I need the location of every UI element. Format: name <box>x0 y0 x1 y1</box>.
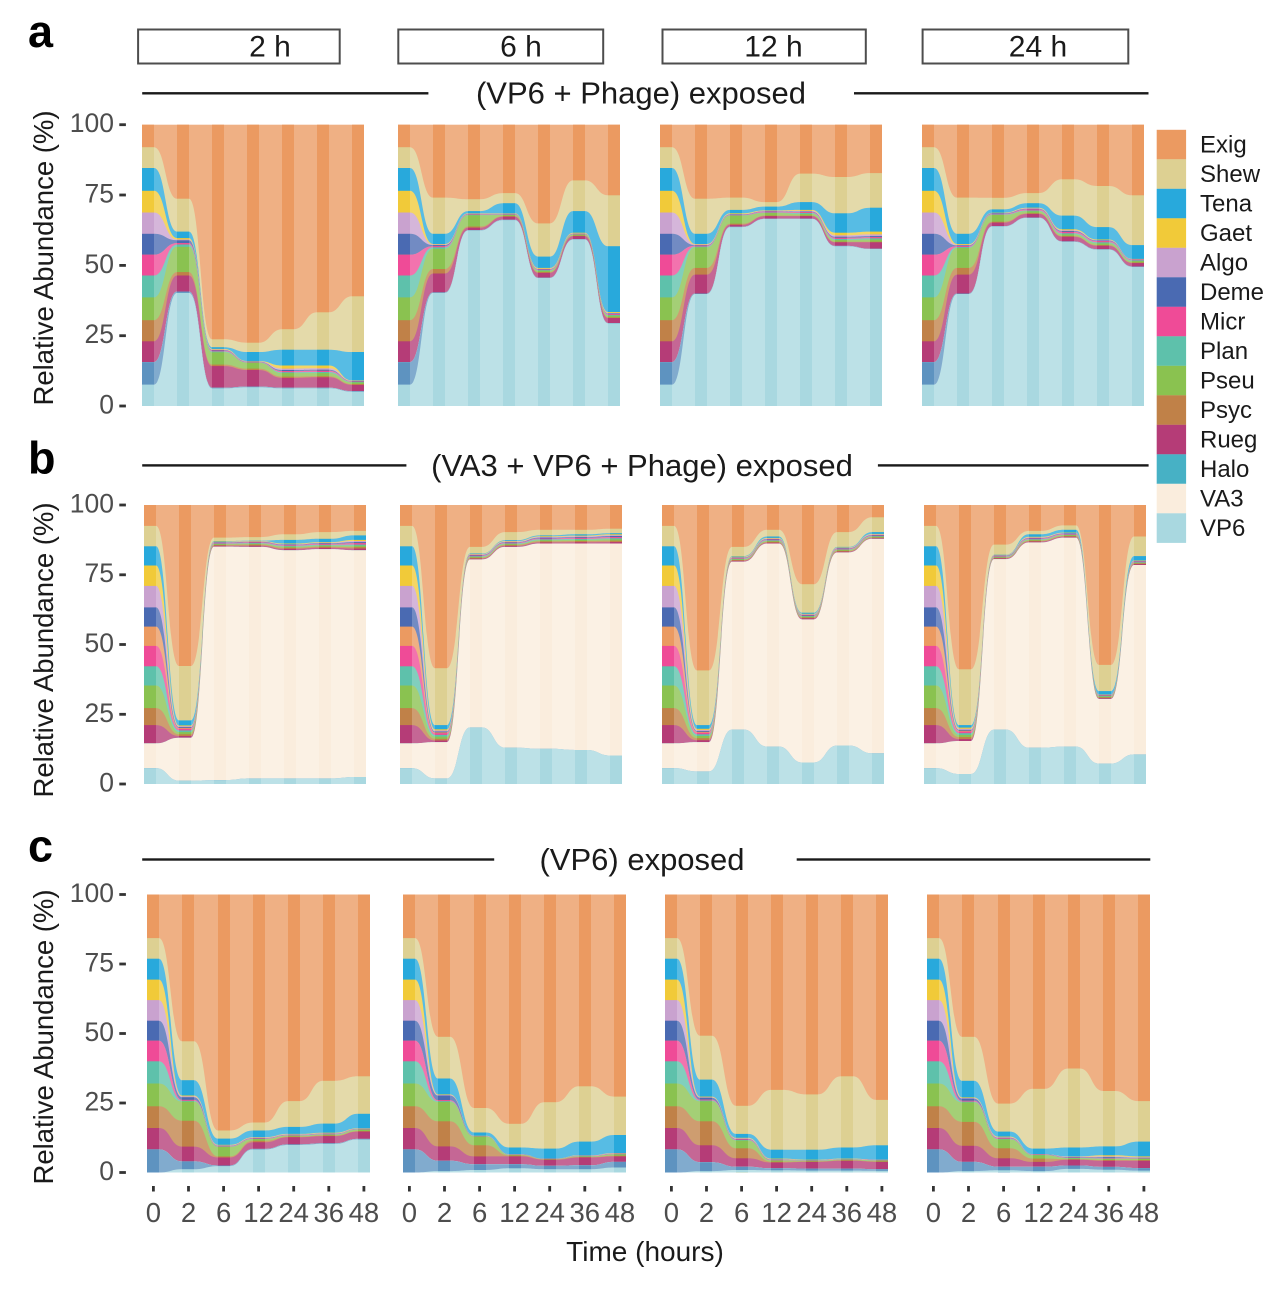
svg-text:Relative Abundance (%): Relative Abundance (%) <box>28 502 59 797</box>
svg-text:Halo: Halo <box>1200 456 1249 483</box>
svg-text:VA3: VA3 <box>1200 486 1244 513</box>
svg-text:2: 2 <box>437 1197 452 1228</box>
svg-text:Gaet: Gaet <box>1200 220 1252 247</box>
svg-text:12: 12 <box>761 1197 792 1228</box>
svg-text:Algo: Algo <box>1200 250 1248 277</box>
svg-text:VP6: VP6 <box>1200 515 1245 542</box>
svg-text:Time (hours): Time (hours) <box>566 1236 724 1267</box>
svg-text:0: 0 <box>99 390 114 420</box>
svg-text:25: 25 <box>85 319 114 349</box>
svg-text:a: a <box>28 6 54 57</box>
svg-text:36: 36 <box>1094 1197 1125 1228</box>
svg-text:36: 36 <box>314 1197 345 1228</box>
svg-text:50: 50 <box>85 249 114 279</box>
svg-text:25: 25 <box>85 698 114 728</box>
svg-text:48: 48 <box>605 1197 636 1228</box>
svg-text:0: 0 <box>402 1197 417 1228</box>
svg-text:12: 12 <box>499 1197 530 1228</box>
svg-text:2: 2 <box>699 1197 714 1228</box>
svg-text:24: 24 <box>534 1197 565 1228</box>
svg-text:Shew: Shew <box>1200 161 1261 188</box>
svg-text:0: 0 <box>146 1197 161 1228</box>
svg-text:Relative Abundance (%): Relative Abundance (%) <box>28 889 59 1184</box>
svg-text:6: 6 <box>734 1197 749 1228</box>
svg-text:24: 24 <box>278 1197 309 1228</box>
svg-text:48: 48 <box>867 1197 898 1228</box>
svg-text:0: 0 <box>926 1197 941 1228</box>
svg-text:25: 25 <box>85 1087 114 1117</box>
svg-text:Pseu: Pseu <box>1200 368 1255 395</box>
svg-text:2 h: 2 h <box>249 31 291 64</box>
svg-text:75: 75 <box>85 558 114 588</box>
svg-text:100: 100 <box>70 878 114 908</box>
svg-text:6 h: 6 h <box>500 31 542 64</box>
svg-text:c: c <box>28 821 53 872</box>
svg-text:12: 12 <box>243 1197 274 1228</box>
svg-text:24: 24 <box>796 1197 827 1228</box>
svg-text:Rueg: Rueg <box>1200 427 1257 454</box>
svg-text:0: 0 <box>664 1197 679 1228</box>
svg-text:Plan: Plan <box>1200 338 1248 365</box>
svg-text:50: 50 <box>85 628 114 658</box>
svg-text:b: b <box>28 432 56 483</box>
svg-text:24: 24 <box>1058 1197 1089 1228</box>
svg-text:48: 48 <box>349 1197 380 1228</box>
svg-text:2: 2 <box>181 1197 196 1228</box>
svg-text:24 h: 24 h <box>1009 31 1067 64</box>
svg-text:0: 0 <box>99 768 114 798</box>
svg-text:100: 100 <box>70 108 114 138</box>
svg-text:(VP6) exposed: (VP6) exposed <box>539 842 744 877</box>
svg-text:6: 6 <box>216 1197 231 1228</box>
svg-text:75: 75 <box>85 948 114 978</box>
svg-text:12: 12 <box>1023 1197 1054 1228</box>
svg-text:100: 100 <box>70 489 114 519</box>
svg-text:36: 36 <box>832 1197 863 1228</box>
svg-text:Micr: Micr <box>1200 309 1245 336</box>
svg-text:0: 0 <box>99 1156 114 1186</box>
svg-text:50: 50 <box>85 1017 114 1047</box>
svg-text:6: 6 <box>996 1197 1011 1228</box>
svg-text:Deme: Deme <box>1200 279 1264 306</box>
svg-text:Tena: Tena <box>1200 191 1253 218</box>
svg-text:(VA3 + VP6 + Phage) exposed: (VA3 + VP6 + Phage) exposed <box>431 448 853 483</box>
svg-text:12 h: 12 h <box>744 31 802 64</box>
svg-text:Psyc: Psyc <box>1200 397 1252 424</box>
svg-text:Relative Abundance (%): Relative Abundance (%) <box>28 110 59 405</box>
svg-text:75: 75 <box>85 179 114 209</box>
svg-text:2: 2 <box>961 1197 976 1228</box>
svg-text:Exig: Exig <box>1200 132 1247 159</box>
svg-text:36: 36 <box>570 1197 601 1228</box>
svg-text:(VP6 + Phage) exposed: (VP6 + Phage) exposed <box>476 76 806 111</box>
svg-text:6: 6 <box>472 1197 487 1228</box>
svg-text:48: 48 <box>1129 1197 1160 1228</box>
